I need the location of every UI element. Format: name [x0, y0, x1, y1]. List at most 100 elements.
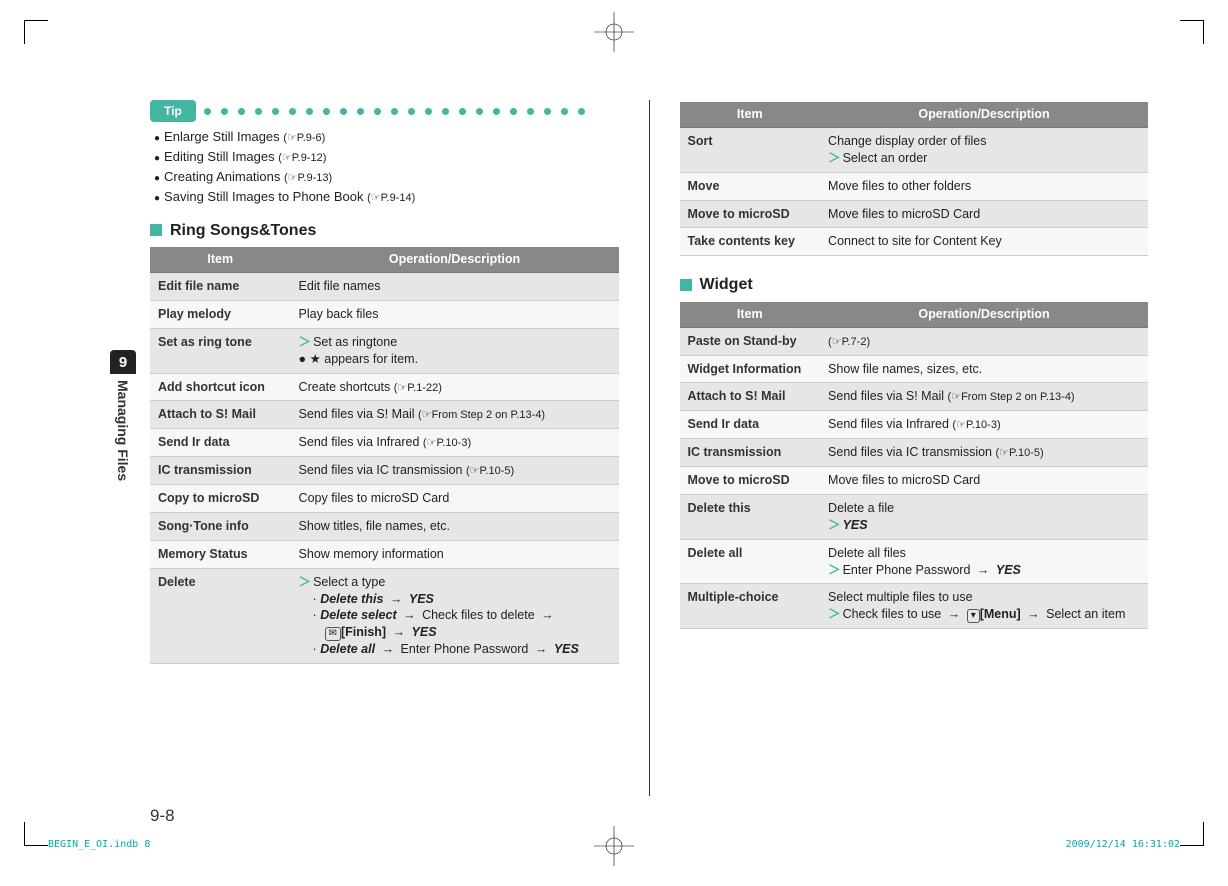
op-cell: Send files via IC transmission (☞P.10-5) [291, 457, 619, 485]
op-cell: Move files to microSD Card [820, 467, 1148, 495]
tip-item: Editing Still Images (☞P.9-12) [154, 148, 619, 166]
op-cell: Copy files to microSD Card [291, 485, 619, 513]
op-cell: Change display order of files＞Select an … [820, 127, 1148, 172]
table-row: Attach to S! MailSend files via S! Mail … [680, 383, 1149, 411]
table-row: Send Ir dataSend files via Infrared (☞P.… [150, 429, 619, 457]
op-cell: ＞Set as ringtone● ★ appears for item. [291, 328, 619, 373]
item-cell: Move to microSD [680, 200, 821, 228]
op-cell: Show memory information [291, 540, 619, 568]
crop-mark [24, 822, 48, 846]
table-row: Play melodyPlay back files [150, 300, 619, 328]
page-number: 9-8 [150, 806, 175, 826]
item-cell: Delete [150, 568, 291, 664]
tip-item: Saving Still Images to Phone Book (☞P.9-… [154, 188, 619, 206]
op-cell: Play back files [291, 300, 619, 328]
tip-item: Creating Animations (☞P.9-13) [154, 168, 619, 186]
op-cell: Delete all files＞Enter Phone Password → … [820, 539, 1148, 584]
table-row: Copy to microSDCopy files to microSD Car… [150, 485, 619, 513]
item-cell: Send Ir data [680, 411, 821, 439]
table-row: Take contents keyConnect to site for Con… [680, 228, 1149, 256]
crop-mark [24, 20, 48, 44]
item-cell: Move to microSD [680, 467, 821, 495]
table-row: Widget InformationShow file names, sizes… [680, 355, 1149, 383]
item-cell: Attach to S! Mail [680, 383, 821, 411]
tip-badge: Tip [150, 100, 196, 122]
top-table: Item Operation/Description SortChange di… [680, 102, 1149, 256]
footer-timestamp: 2009/12/14 16:31:02 [1066, 839, 1180, 850]
op-cell: Send files via S! Mail (☞From Step 2 on … [291, 401, 619, 429]
section-ring-title: Ring Songs&Tones [170, 220, 316, 242]
registration-mark-bottom [594, 826, 634, 866]
item-cell: Delete all [680, 539, 821, 584]
item-cell: Song·Tone info [150, 512, 291, 540]
col-item: Item [680, 102, 821, 127]
op-cell: Show titles, file names, etc. [291, 512, 619, 540]
op-cell: Send files via S! Mail (☞From Step 2 on … [820, 383, 1148, 411]
item-cell: Attach to S! Mail [150, 401, 291, 429]
op-cell: (☞P.7-2) [820, 327, 1148, 355]
col-op: Operation/Description [820, 102, 1148, 127]
op-cell: Move files to microSD Card [820, 200, 1148, 228]
op-cell: Send files via Infrared (☞P.10-3) [820, 411, 1148, 439]
item-cell: Edit file name [150, 273, 291, 301]
item-cell: Set as ring tone [150, 328, 291, 373]
table-row: Memory StatusShow memory information [150, 540, 619, 568]
section-marker [680, 279, 692, 291]
item-cell: IC transmission [150, 457, 291, 485]
section-widget-head: Widget [680, 274, 1149, 296]
op-cell: Edit file names [291, 273, 619, 301]
table-row: IC transmissionSend files via IC transmi… [150, 457, 619, 485]
tip-dots [204, 108, 619, 115]
op-cell: Connect to site for Content Key [820, 228, 1148, 256]
table-row: Add shortcut iconCreate shortcuts (☞P.1-… [150, 373, 619, 401]
registration-mark-top [594, 12, 634, 52]
table-row: Send Ir dataSend files via Infrared (☞P.… [680, 411, 1149, 439]
table-row: Move to microSDMove files to microSD Car… [680, 467, 1149, 495]
item-cell: Widget Information [680, 355, 821, 383]
item-cell: Memory Status [150, 540, 291, 568]
col-item: Item [150, 247, 291, 272]
section-widget-title: Widget [700, 274, 753, 296]
section-ring-head: Ring Songs&Tones [150, 220, 619, 242]
item-cell: Multiple-choice [680, 584, 821, 629]
tip-row: Tip [150, 100, 619, 122]
item-cell: IC transmission [680, 439, 821, 467]
item-cell: Send Ir data [150, 429, 291, 457]
op-cell: Create shortcuts (☞P.1-22) [291, 373, 619, 401]
column-divider [649, 100, 650, 796]
item-cell: Copy to microSD [150, 485, 291, 513]
table-row: Edit file nameEdit file names [150, 273, 619, 301]
item-cell: Take contents key [680, 228, 821, 256]
table-row: Multiple-choiceSelect multiple files to … [680, 584, 1149, 629]
item-cell: Add shortcut icon [150, 373, 291, 401]
item-cell: Move [680, 172, 821, 200]
item-cell: Sort [680, 127, 821, 172]
crop-mark [1180, 822, 1204, 846]
table-row: Song·Tone infoShow titles, file names, e… [150, 512, 619, 540]
col-op: Operation/Description [820, 302, 1148, 327]
table-row: Delete＞Select a type· Delete this → YES·… [150, 568, 619, 664]
table-row: MoveMove files to other folders [680, 172, 1149, 200]
widget-table: Item Operation/Description Paste on Stan… [680, 302, 1149, 630]
op-cell: Select multiple files to use＞Check files… [820, 584, 1148, 629]
op-cell: ＞Select a type· Delete this → YES· Delet… [291, 568, 619, 664]
item-cell: Play melody [150, 300, 291, 328]
footer-filename: BEGIN_E_OI.indb 8 [48, 839, 150, 850]
op-cell: Send files via Infrared (☞P.10-3) [291, 429, 619, 457]
tips-list: Enlarge Still Images (☞P.9-6)Editing Sti… [154, 128, 619, 205]
op-cell: Show file names, sizes, etc. [820, 355, 1148, 383]
crop-mark [1180, 20, 1204, 44]
table-row: Delete thisDelete a file＞YES [680, 494, 1149, 539]
item-cell: Paste on Stand-by [680, 327, 821, 355]
ring-table: Item Operation/Description Edit file nam… [150, 247, 619, 664]
table-row: IC transmissionSend files via IC transmi… [680, 439, 1149, 467]
item-cell: Delete this [680, 494, 821, 539]
table-row: Move to microSDMove files to microSD Car… [680, 200, 1149, 228]
table-row: SortChange display order of files＞Select… [680, 127, 1149, 172]
section-marker [150, 224, 162, 236]
table-row: Attach to S! MailSend files via S! Mail … [150, 401, 619, 429]
table-row: Paste on Stand-by(☞P.7-2) [680, 327, 1149, 355]
op-cell: Move files to other folders [820, 172, 1148, 200]
op-cell: Send files via IC transmission (☞P.10-5) [820, 439, 1148, 467]
col-item: Item [680, 302, 821, 327]
